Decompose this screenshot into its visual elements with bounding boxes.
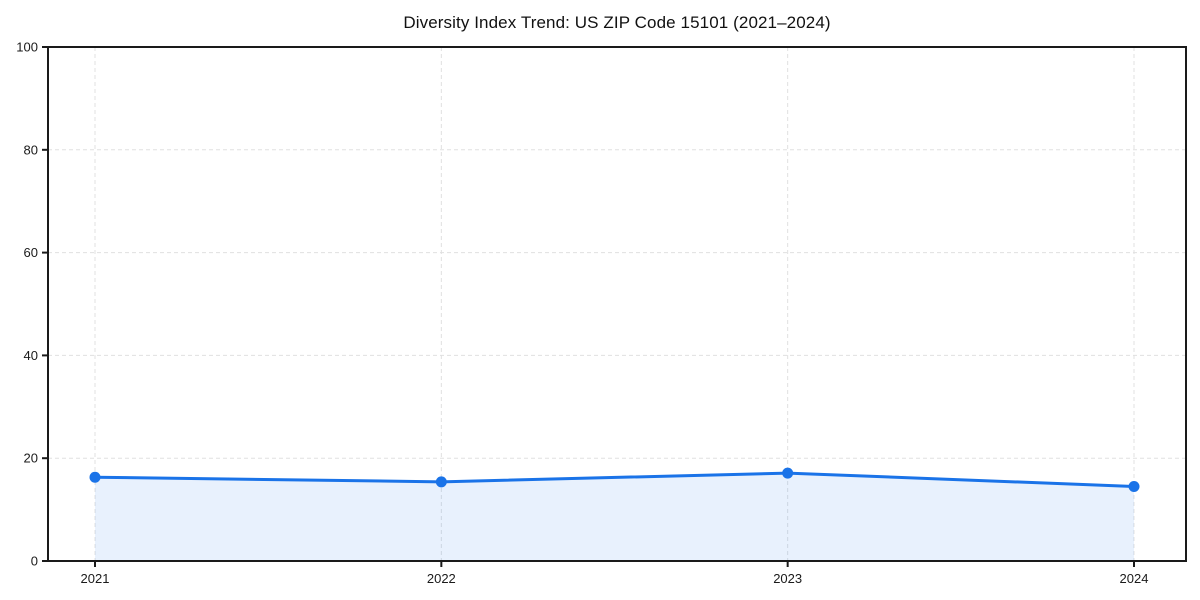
y-tick-label: 20 <box>24 451 38 466</box>
data-point <box>89 471 101 483</box>
y-tick-label: 60 <box>24 245 38 260</box>
y-tick-label: 0 <box>31 554 38 569</box>
x-tick-label: 2021 <box>81 571 110 586</box>
plot-border <box>47 46 1187 562</box>
y-tick-label: 40 <box>24 348 38 363</box>
data-point <box>1128 480 1140 492</box>
trend-line <box>93 471 1136 488</box>
x-tick-label: 2023 <box>773 571 802 586</box>
x-tick-label: 2024 <box>1120 571 1149 586</box>
y-tick-label: 80 <box>24 142 38 157</box>
chart-title: Diversity Index Trend: US ZIP Code 15101… <box>403 13 831 32</box>
y-tick-label: 100 <box>16 40 38 55</box>
area-fill <box>95 473 1134 561</box>
data-point <box>782 467 794 479</box>
x-tick-label: 2022 <box>427 571 456 586</box>
data-point <box>435 476 447 488</box>
